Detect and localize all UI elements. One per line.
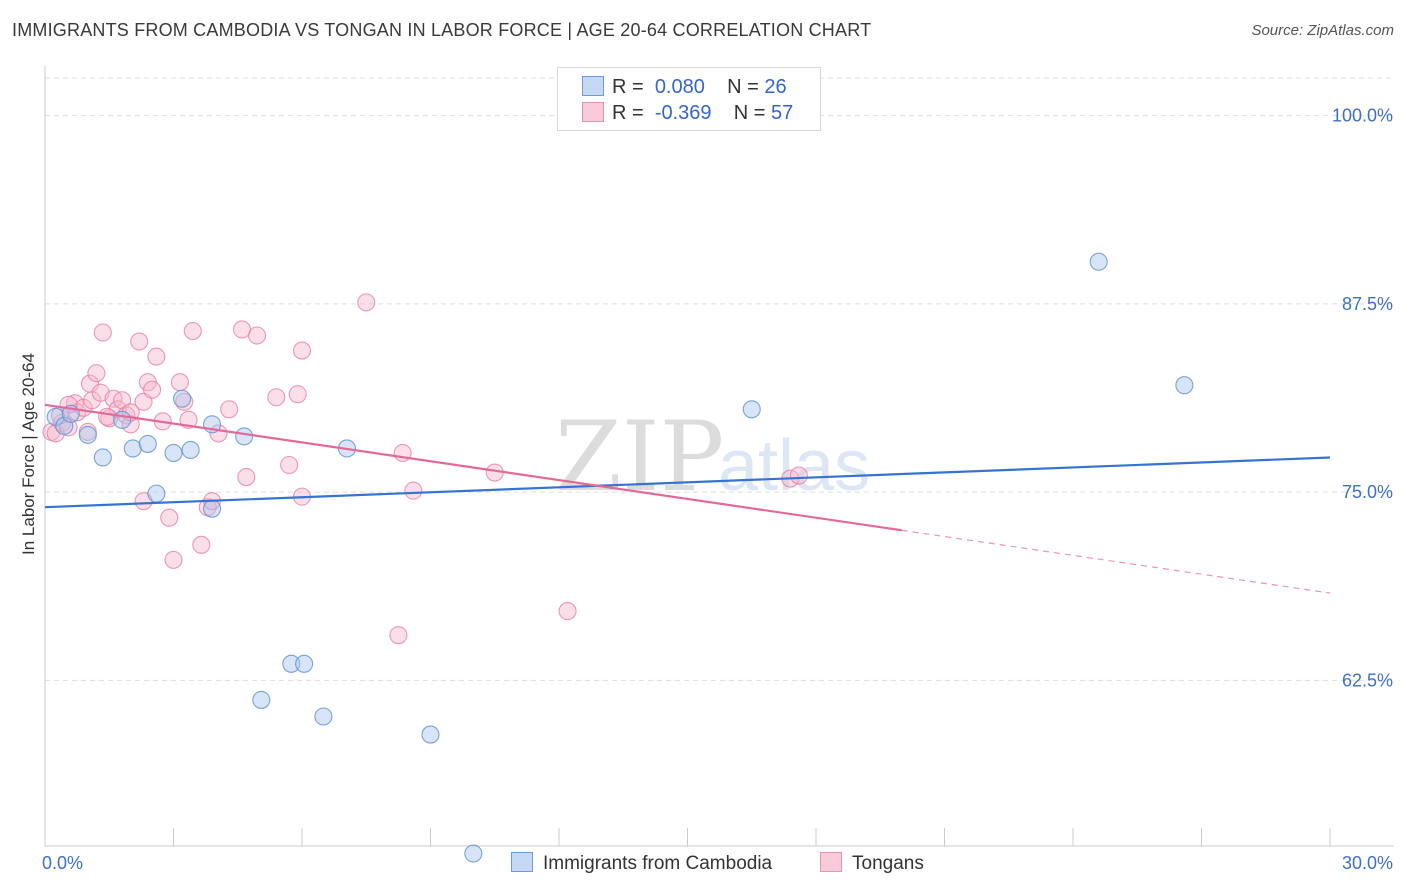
legend-n-value: 57 <box>771 102 794 124</box>
point-tongans <box>404 481 423 500</box>
point-tongans <box>280 455 299 475</box>
point-tongans <box>147 347 166 366</box>
point-cambodia <box>295 654 314 673</box>
point-tongans <box>98 407 117 426</box>
legend-n-label: N = <box>733 102 766 124</box>
point-cambodia <box>93 448 112 467</box>
axis-labels: 62.5% 75.0% 87.5% 100.0% 0.0% 30.0% In Labor F… <box>19 106 1393 873</box>
point-cambodia <box>123 439 142 458</box>
point-cambodia <box>138 434 157 453</box>
x-tick-label: 30.0% <box>1342 853 1393 873</box>
legend-swatch-pink <box>582 102 604 122</box>
point-cambodia <box>164 443 183 463</box>
point-cambodia <box>1089 252 1108 271</box>
legend-swatch-blue <box>582 76 604 96</box>
point-tongans <box>160 508 179 527</box>
legend-n-label: N = <box>727 76 759 98</box>
point-tongans <box>558 602 577 621</box>
trend-line-tongans-extension <box>901 529 1331 594</box>
series-legend: Immigrants from Cambodia Tongans <box>0 852 1406 878</box>
point-tongans <box>170 373 189 392</box>
point-tongans <box>357 293 376 312</box>
point-tongans <box>183 321 202 341</box>
series-label-tongans: Tongans <box>852 853 924 874</box>
trend-line-cambodia <box>44 456 1331 509</box>
data-points <box>42 252 1194 863</box>
point-tongans <box>192 535 211 554</box>
point-cambodia <box>78 425 97 444</box>
point-cambodia <box>113 410 132 429</box>
watermark-atlas: atlas <box>718 426 870 506</box>
point-tongans <box>267 388 286 407</box>
point-tongans <box>789 466 808 485</box>
axes <box>44 66 1394 847</box>
point-cambodia <box>173 389 192 408</box>
y-tick-label: 62.5% <box>1342 670 1393 690</box>
point-tongans <box>292 341 312 360</box>
watermark: ZIP atlas <box>555 401 870 513</box>
point-cambodia <box>203 499 222 518</box>
legend-r-value: -0.369 <box>654 102 712 124</box>
x-tick-label: 0.0% <box>42 853 83 873</box>
point-tongans <box>175 392 194 411</box>
point-tongans <box>164 550 183 569</box>
point-cambodia <box>314 707 333 726</box>
stats-legend: R = 0.080 N = 26 R = -0.369 N = 57 <box>557 67 821 131</box>
point-cambodia <box>181 440 200 460</box>
chart-title: IMMIGRANTS FROM CAMBODIA VS TONGAN IN LA… <box>12 20 872 40</box>
point-tongans <box>288 385 307 404</box>
watermark-zip: ZIP <box>555 401 724 513</box>
point-tongans <box>87 364 106 383</box>
point-cambodia <box>464 844 483 863</box>
point-tongans <box>247 326 267 345</box>
source-credit: Source: ZipAtlas.com <box>1251 22 1394 39</box>
point-cambodia <box>421 725 440 744</box>
legend-n-value: 26 <box>764 76 787 98</box>
point-cambodia <box>252 690 271 709</box>
point-cambodia <box>147 484 166 503</box>
series-swatch-blue <box>511 852 533 872</box>
point-cambodia <box>235 427 254 446</box>
point-tongans <box>220 400 239 419</box>
point-tongans <box>389 626 408 645</box>
legend-r-value: 0.080 <box>654 76 705 98</box>
point-cambodia <box>1175 376 1194 395</box>
point-cambodia <box>742 400 761 419</box>
point-tongans <box>237 468 256 487</box>
series-label-cambodia: Immigrants from Cambodia <box>543 853 773 874</box>
grid-lines <box>45 77 1394 681</box>
legend-row-tongans: R = -0.369 N = 57 <box>582 102 793 126</box>
legend-row-cambodia: R = 0.080 N = 26 <box>582 76 787 100</box>
series-swatch-pink <box>820 852 842 872</box>
trend-lines <box>44 403 1331 594</box>
trend-line-tongans <box>44 403 902 532</box>
point-tongans <box>130 332 149 351</box>
series-legend-cambodia[interactable]: Immigrants from Cambodia <box>511 852 772 875</box>
legend-r-label: R = <box>612 102 644 124</box>
y-tick-label: 75.0% <box>1342 482 1393 502</box>
y-tick-label: 100.0% <box>1332 106 1393 126</box>
point-tongans <box>93 323 112 342</box>
legend-r-label: R = <box>612 76 644 98</box>
point-cambodia <box>282 654 301 673</box>
point-tongans <box>143 380 162 399</box>
series-legend-tongans[interactable]: Tongans <box>820 852 924 875</box>
y-axis-title: In Labor Force | Age 20-64 <box>19 353 38 555</box>
y-tick-label: 87.5% <box>1342 294 1393 314</box>
